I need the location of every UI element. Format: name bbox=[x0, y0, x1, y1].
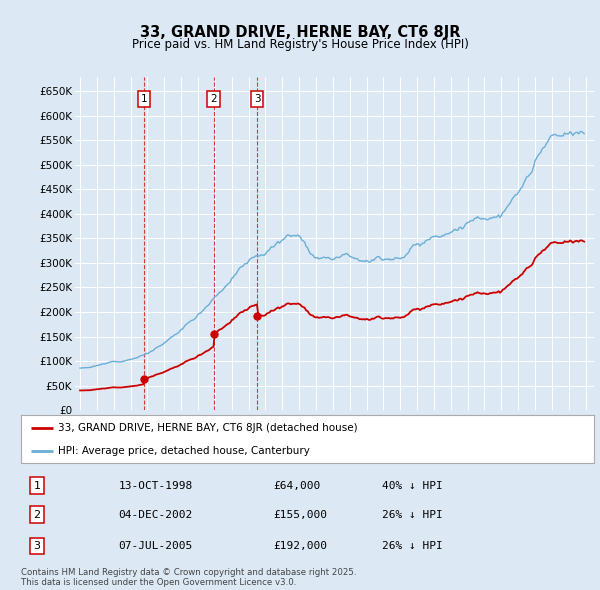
Text: Contains HM Land Registry data © Crown copyright and database right 2025.
This d: Contains HM Land Registry data © Crown c… bbox=[21, 568, 356, 587]
Text: 13-OCT-1998: 13-OCT-1998 bbox=[118, 481, 193, 490]
Text: £64,000: £64,000 bbox=[273, 481, 320, 490]
Text: 26% ↓ HPI: 26% ↓ HPI bbox=[382, 541, 443, 551]
Text: Price paid vs. HM Land Registry's House Price Index (HPI): Price paid vs. HM Land Registry's House … bbox=[131, 38, 469, 51]
Text: 40% ↓ HPI: 40% ↓ HPI bbox=[382, 481, 443, 490]
Text: 1: 1 bbox=[140, 94, 147, 104]
Text: HPI: Average price, detached house, Canterbury: HPI: Average price, detached house, Cant… bbox=[58, 446, 310, 456]
Text: 33, GRAND DRIVE, HERNE BAY, CT6 8JR: 33, GRAND DRIVE, HERNE BAY, CT6 8JR bbox=[140, 25, 460, 40]
Text: £192,000: £192,000 bbox=[273, 541, 327, 551]
Text: £155,000: £155,000 bbox=[273, 510, 327, 520]
Text: 07-JUL-2005: 07-JUL-2005 bbox=[118, 541, 193, 551]
Text: 3: 3 bbox=[34, 541, 41, 551]
Text: 2: 2 bbox=[210, 94, 217, 104]
Text: 04-DEC-2002: 04-DEC-2002 bbox=[118, 510, 193, 520]
Text: 3: 3 bbox=[254, 94, 260, 104]
Text: 33, GRAND DRIVE, HERNE BAY, CT6 8JR (detached house): 33, GRAND DRIVE, HERNE BAY, CT6 8JR (det… bbox=[58, 423, 358, 433]
Text: 1: 1 bbox=[34, 481, 41, 490]
Text: 26% ↓ HPI: 26% ↓ HPI bbox=[382, 510, 443, 520]
Text: 2: 2 bbox=[34, 510, 41, 520]
